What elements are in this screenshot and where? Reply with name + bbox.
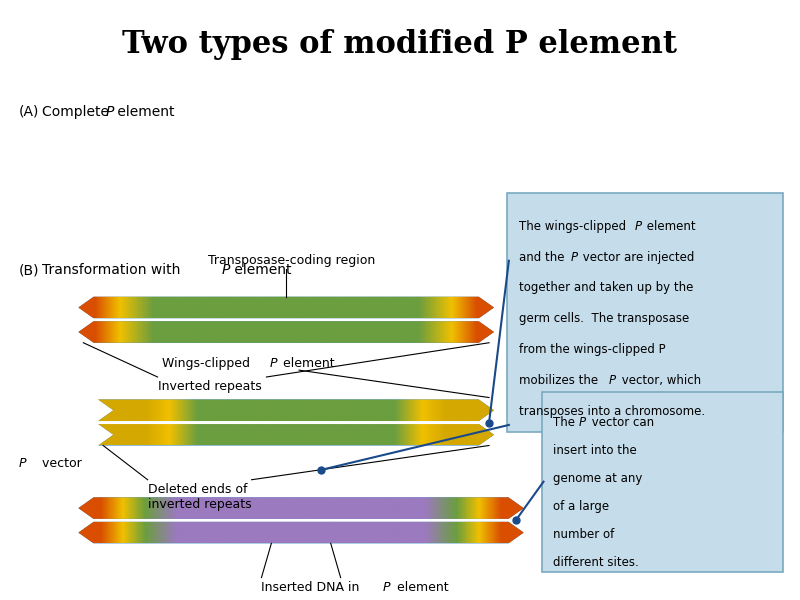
Text: (B): (B) [19, 263, 39, 277]
Text: different sites.: different sites. [554, 556, 639, 569]
FancyBboxPatch shape [507, 193, 783, 432]
Text: Wings-clipped: Wings-clipped [162, 357, 254, 370]
Text: vector can: vector can [588, 416, 654, 430]
Polygon shape [98, 424, 494, 445]
Text: P: P [222, 263, 230, 277]
Text: vector, which: vector, which [618, 374, 701, 387]
Polygon shape [78, 321, 494, 343]
Text: Two types of modified P element: Two types of modified P element [122, 29, 678, 59]
Text: P: P [609, 374, 616, 387]
Text: Inserted DNA in: Inserted DNA in [262, 581, 364, 593]
Text: P: P [579, 416, 586, 430]
Text: element: element [230, 263, 291, 277]
Text: mobilizes the: mobilizes the [518, 374, 602, 387]
Polygon shape [78, 522, 524, 544]
FancyBboxPatch shape [542, 392, 783, 572]
Text: P: P [106, 105, 114, 119]
Text: P: P [634, 220, 642, 233]
Polygon shape [78, 297, 494, 318]
Polygon shape [78, 497, 524, 519]
Text: element: element [279, 357, 335, 370]
Text: The wings-clipped: The wings-clipped [518, 220, 630, 233]
Text: vector are injected: vector are injected [579, 251, 694, 263]
Text: transposes into a chromosome.: transposes into a chromosome. [518, 405, 705, 418]
Text: P: P [270, 357, 277, 370]
Text: The: The [554, 416, 579, 430]
Text: element: element [113, 105, 174, 119]
Text: insert into the: insert into the [554, 445, 637, 457]
Text: element: element [393, 581, 449, 593]
Text: Complete: Complete [42, 105, 113, 119]
Polygon shape [98, 400, 494, 421]
Text: Transposase-coding region: Transposase-coding region [207, 254, 374, 268]
Text: number of: number of [554, 528, 614, 541]
Text: (A): (A) [19, 105, 39, 119]
Text: together and taken up by the: together and taken up by the [518, 281, 693, 295]
Text: vector: vector [34, 457, 82, 470]
Text: Deleted ends of
inverted repeats: Deleted ends of inverted repeats [148, 482, 251, 511]
Text: Inverted repeats: Inverted repeats [158, 380, 262, 393]
Text: genome at any: genome at any [554, 472, 642, 485]
Text: and the: and the [518, 251, 568, 263]
Text: element: element [643, 220, 696, 233]
Text: germ cells.  The transposase: germ cells. The transposase [518, 312, 689, 325]
Text: P: P [19, 457, 26, 470]
Text: from the wings-clipped P: from the wings-clipped P [518, 343, 666, 356]
Text: Transformation with: Transformation with [42, 263, 185, 277]
Text: of a large: of a large [554, 500, 610, 513]
Text: P: P [570, 251, 578, 263]
Text: P: P [382, 581, 390, 593]
